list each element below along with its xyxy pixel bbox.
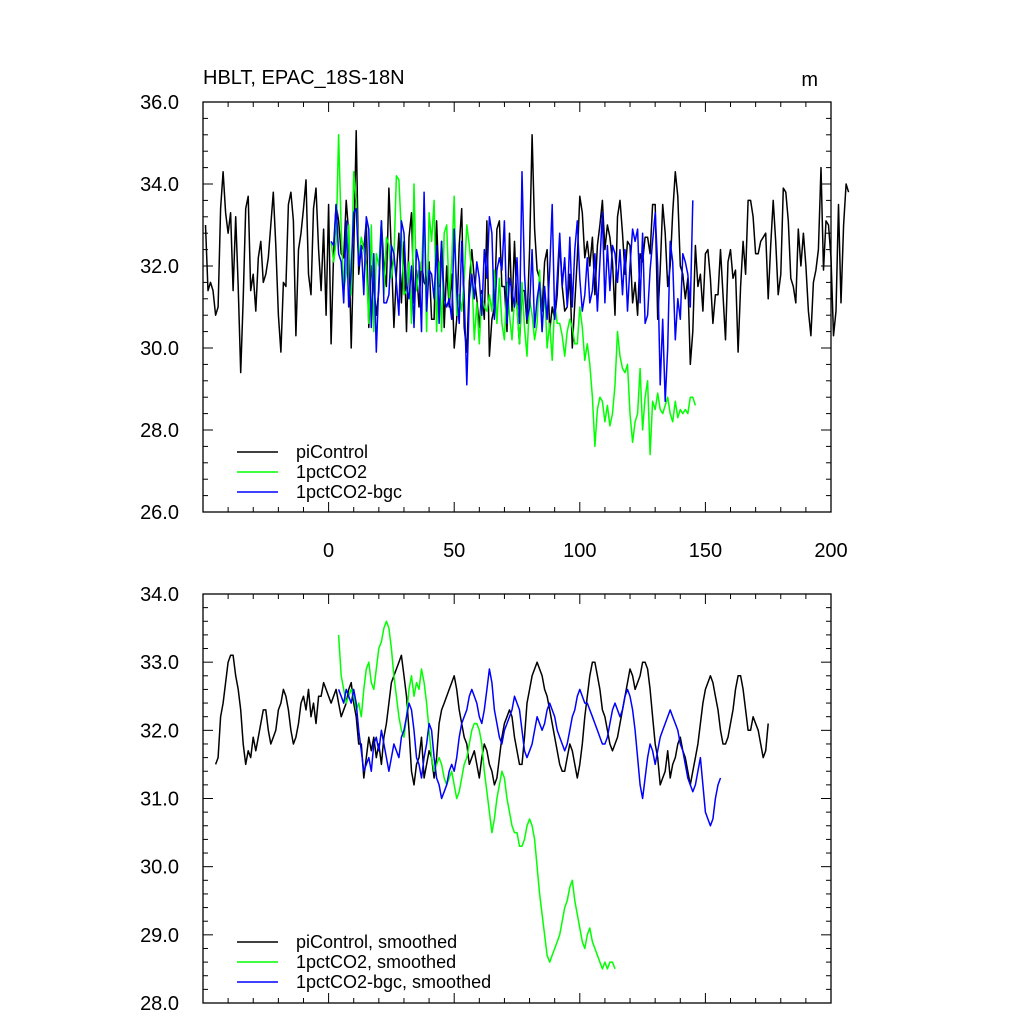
x-tick-label: 0	[323, 540, 334, 562]
y-tick-label: 31.0	[140, 789, 179, 811]
legend-label: 1pctCO2	[296, 462, 367, 482]
series-line-1pctco2	[330, 134, 697, 456]
series-line-picontrol-smoothed	[214, 654, 769, 786]
series-line-1pctco2-bgc-smoothed	[337, 668, 722, 827]
legend-label: 1pctCO2-bgc	[296, 482, 402, 502]
y-tick-label: 34.0	[140, 584, 179, 606]
y-tick-label: 29.0	[140, 925, 179, 947]
y-tick-label: 28.0	[140, 420, 179, 442]
x-tick-label: 200	[814, 540, 847, 562]
series-line-1pctco2-smoothed	[337, 620, 616, 970]
y-tick-label: 28.0	[140, 993, 179, 1015]
x-tick-label: 50	[443, 540, 465, 562]
y-tick-label: 32.0	[140, 720, 179, 742]
top-panel: 26.0 28.0 30.0 32.0 34.0 36.0 0 50 100 150 200 piCo…	[140, 92, 850, 562]
x-tick-label: 100	[563, 540, 596, 562]
legend-label: piControl, smoothed	[296, 932, 457, 952]
x-tick-label: 150	[689, 540, 722, 562]
series-line-1pctco2-bgc	[330, 170, 694, 403]
plot-frame	[202, 101, 832, 513]
bottom-panel: 28.0 29.0 30.0 31.0 32.0 33.0 34.0 piControl, s…	[140, 584, 832, 1015]
y-tick-label: 30.0	[140, 338, 179, 360]
y-tick-label: 30.0	[140, 857, 179, 879]
y-tick-label: 36.0	[140, 92, 179, 114]
y-tick-label: 33.0	[140, 652, 179, 674]
legend-label: piControl	[296, 442, 368, 462]
y-tick-label: 26.0	[140, 502, 179, 524]
y-tick-label: 34.0	[140, 174, 179, 196]
chart-title: HBLT, EPAC_18S-18N	[203, 67, 405, 89]
legend-label: 1pctCO2-bgc, smoothed	[296, 972, 491, 992]
series-line-picontrol	[204, 129, 850, 374]
y-tick-label: 32.0	[140, 256, 179, 278]
legend-label: 1pctCO2, smoothed	[296, 952, 456, 972]
units-label: m	[801, 69, 818, 91]
